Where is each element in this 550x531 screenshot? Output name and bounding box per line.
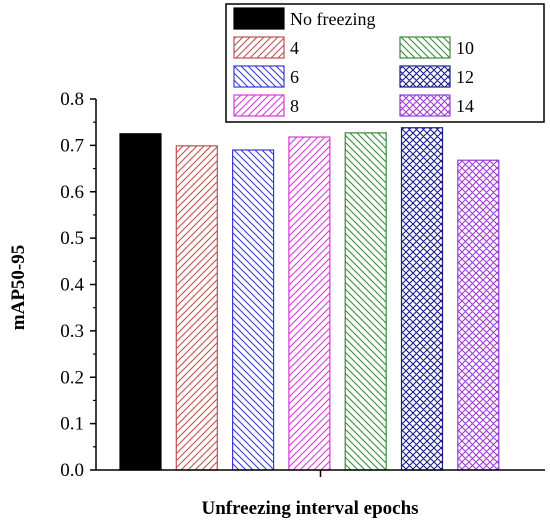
legend-item-10: 10 [399,36,474,59]
legend-item-4: 4 [233,36,299,59]
legend-label: 10 [456,38,474,58]
y-tick-label: 0.1 [60,414,84,435]
legend-item-14: 14 [399,94,474,117]
legend-swatch [399,36,451,59]
legend-label: 8 [290,96,299,116]
bar-no-freezing [119,133,162,471]
legend-swatch [233,7,285,30]
y-tick-label: 0.0 [60,460,84,481]
legend-label: 4 [290,38,299,58]
y-ticks: 0.0 0.1 0.2 0.3 0.4 0.5 0.6 0.7 0.8 [60,89,96,481]
y-tick-label: 0.7 [60,135,84,156]
legend-label: 14 [456,96,474,116]
y-tick-label: 0.6 [60,182,84,203]
legend-swatch [233,94,285,117]
legend-swatch [399,65,451,88]
legend: No freezing 4 6 8 10 12 14 [225,3,545,123]
legend-item-6: 6 [233,65,299,88]
bar-12 [400,127,444,471]
y-tick-label: 0.5 [60,228,84,249]
bar-8 [288,136,331,471]
legend-label: 12 [456,67,474,87]
legend-item-no-freezing: No freezing [233,7,375,30]
bar-4 [175,145,218,471]
legend-swatch [233,36,285,59]
bar-14 [457,159,500,471]
y-axis-label: mAP50-95 [8,245,29,330]
bars-layer [119,127,500,471]
legend-label: No freezing [290,9,375,29]
legend-item-12: 12 [399,65,474,88]
y-tick-label: 0.4 [60,275,84,296]
bar-10 [344,132,387,471]
y-tick-label: 0.8 [60,89,84,110]
legend-item-8: 8 [233,94,299,117]
legend-swatch [399,94,451,117]
legend-swatch [233,65,285,88]
bar-6 [232,149,275,471]
legend-label: 6 [290,67,299,87]
x-axis-label: Unfreezing interval epochs [201,498,418,519]
y-tick-label: 0.3 [60,321,84,342]
y-tick-label: 0.2 [60,367,84,388]
